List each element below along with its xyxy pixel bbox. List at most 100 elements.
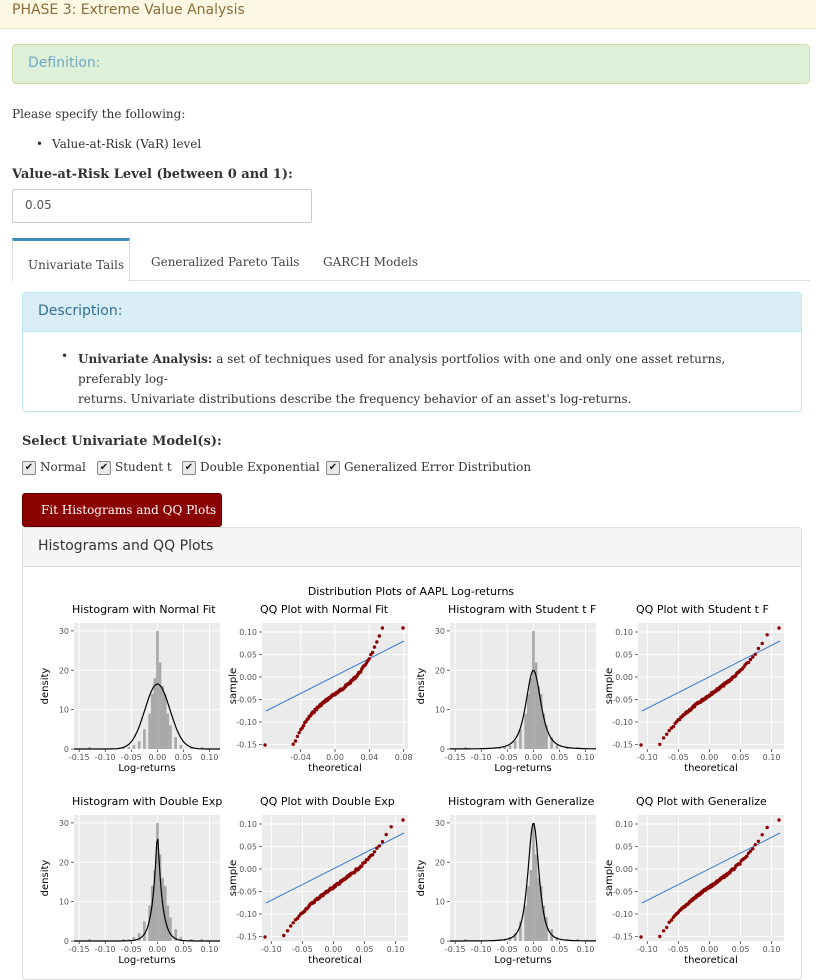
tab-garch-models[interactable]: GARCH Models	[312, 238, 422, 280]
fit-button-label: Fit Histograms and QQ Plots	[41, 503, 217, 517]
x-tick-label: 0.05	[732, 753, 750, 762]
plot-panel: Histogram with Double Exp -0.15 -0.10 -0.05…	[40, 795, 222, 966]
tab-generalized-pareto-tails[interactable]: Generalized Pareto Tails	[140, 238, 300, 280]
qq-point	[753, 843, 757, 847]
phase-header: PHASE 3: Extreme Value Analysis	[0, 0, 816, 29]
panel-title: Histogram with Normal Fit	[72, 603, 216, 616]
histogram-bar	[132, 745, 136, 749]
y-tick-label: -0.15	[612, 933, 633, 942]
qq-point	[282, 933, 286, 938]
qq-point	[293, 739, 298, 743]
checkmark-icon[interactable]: ✔	[182, 461, 196, 475]
histogram-bar	[545, 725, 548, 749]
checkmark-icon[interactable]: ✔	[326, 461, 340, 475]
y-tick-label: 0.00	[615, 865, 633, 874]
x-tick-label: 0.00	[325, 945, 343, 954]
histogram-bar	[132, 937, 136, 941]
histogram-bar	[153, 870, 157, 941]
checkbox-label: Student t	[115, 460, 172, 474]
description-title[interactable]: Description:	[38, 303, 123, 319]
var-level-input[interactable]	[25, 198, 295, 212]
qq-point	[375, 846, 379, 850]
x-tick-label: 0.00	[149, 945, 167, 954]
checkmark-icon[interactable]: ✔	[22, 461, 36, 475]
x-tick-label: 0.05	[356, 945, 374, 954]
x-axis-label: theoretical	[308, 955, 362, 966]
panel-title: Histogram with Double Exp	[72, 795, 222, 808]
results-header: Histograms and QQ Plots	[23, 528, 801, 567]
y-tick-label: 0.00	[239, 673, 257, 682]
results-title: Histograms and QQ Plots	[38, 538, 214, 554]
histogram-bar	[537, 686, 540, 749]
qq-point	[748, 849, 753, 853]
qq-point	[401, 818, 405, 822]
qq-point	[665, 925, 669, 930]
y-tick-label: 0.05	[615, 843, 633, 852]
x-tick-label: 0.08	[395, 753, 413, 762]
y-tick-label: 10	[435, 898, 445, 907]
description-term: Univariate Analysis:	[78, 352, 213, 366]
qq-point	[746, 660, 751, 665]
qq-point	[753, 652, 757, 656]
plot-background	[450, 815, 596, 941]
qq-point	[401, 626, 405, 630]
definition-title[interactable]: Definition:	[28, 55, 101, 71]
y-tick-label: 20	[435, 666, 445, 675]
histogram-bar	[169, 917, 172, 941]
x-tick-label: 0.00	[701, 753, 719, 762]
x-tick-label: -0.10	[95, 753, 116, 762]
x-tick-label: -0.15	[445, 945, 466, 954]
x-axis-label: Log-returns	[118, 763, 175, 774]
qq-reference-line	[641, 832, 781, 904]
histogram-bar	[158, 662, 162, 749]
tab-univariate-tails[interactable]: Univariate Tails	[12, 238, 130, 282]
checkmark-icon[interactable]: ✔	[97, 461, 111, 475]
x-tick-label: -0.05	[121, 753, 142, 762]
definition-panel[interactable]: Definition:	[12, 44, 810, 84]
y-tick-label: 0	[440, 745, 445, 754]
y-tick-label: -0.05	[236, 888, 257, 897]
y-tick-label: 30	[59, 627, 69, 636]
y-axis-label: sample	[604, 860, 615, 896]
x-tick-label: -0.15	[69, 945, 90, 954]
histogram-bar	[539, 885, 543, 941]
y-tick-label: 30	[435, 627, 445, 636]
y-tick-label: 20	[59, 666, 69, 675]
histogram-bar	[513, 933, 517, 941]
histogram-bar	[524, 713, 527, 749]
y-tick-label: 0.10	[239, 820, 257, 829]
x-tick-label: -0.05	[668, 753, 689, 762]
instruction-item: Value-at-Risk (VaR) level	[52, 137, 202, 151]
fit-histograms-button[interactable]: Fit Histograms and QQ Plots	[22, 493, 222, 527]
distribution-plots-figure: Distribution Plots of AAPL Log-returns H…	[40, 585, 784, 966]
qq-point	[756, 646, 761, 651]
x-tick-label: 0.05	[732, 945, 750, 954]
x-tick-label: -0.15	[445, 753, 466, 762]
description-text: Univariate Analysis: a set of techniques…	[78, 349, 788, 409]
y-tick-label: 0.10	[615, 628, 633, 637]
description-header[interactable]: Description:	[23, 293, 801, 332]
histogram-bar	[143, 729, 146, 749]
histogram-bar	[524, 905, 527, 941]
qq-point	[765, 633, 769, 637]
var-level-field[interactable]	[12, 189, 312, 223]
qq-point	[372, 850, 377, 854]
qq-point	[661, 736, 666, 740]
qq-point	[658, 934, 662, 939]
qq-point	[359, 669, 363, 674]
histogram-bar	[166, 713, 170, 749]
x-tick-label: -0.05	[497, 945, 518, 954]
qq-point	[777, 626, 781, 630]
y-tick-label: 0.10	[615, 820, 633, 829]
histogram-bar	[529, 678, 533, 749]
histogram-bar	[508, 745, 512, 749]
x-tick-label: 0.00	[525, 753, 543, 762]
y-tick-label: 0.10	[239, 628, 257, 637]
qq-point	[295, 734, 300, 739]
x-tick-label: 0.04	[360, 753, 378, 762]
histogram-bar	[137, 741, 141, 749]
histogram-bar	[161, 878, 164, 941]
histogram-bar	[156, 822, 159, 941]
histogram-bar	[555, 937, 559, 941]
qq-point	[748, 657, 753, 662]
